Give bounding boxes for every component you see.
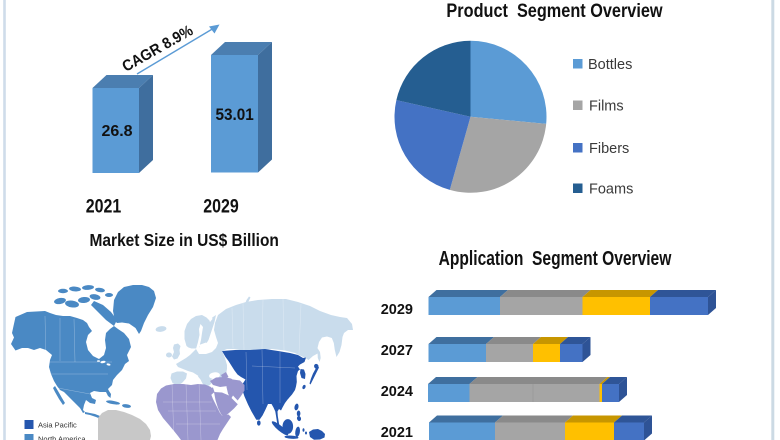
svg-text:Asia Pacific: Asia Pacific	[38, 421, 77, 430]
svg-text:Bottles: Bottles	[588, 57, 632, 73]
svg-text:2021: 2021	[86, 195, 122, 217]
svg-text:2027: 2027	[381, 343, 413, 359]
svg-text:26.8: 26.8	[101, 123, 132, 140]
svg-text:Foams: Foams	[589, 182, 633, 198]
svg-text:2029: 2029	[381, 302, 413, 318]
svg-text:Films: Films	[589, 99, 624, 115]
svg-text:CAGR 8.9%: CAGR 8.9%	[120, 23, 196, 76]
svg-text:North America: North America	[38, 435, 86, 440]
svg-text:53.01: 53.01	[215, 105, 253, 124]
svg-text:Fibers: Fibers	[589, 141, 629, 157]
svg-text:2021: 2021	[381, 425, 413, 440]
svg-text:Application Segment Overview: Application Segment Overview	[439, 247, 672, 270]
svg-text:2029: 2029	[203, 195, 239, 217]
svg-text:Product Segment Overview: Product Segment Overview	[446, 0, 662, 21]
svg-text:2024: 2024	[381, 384, 413, 400]
svg-text:Market Size in US$ Billion: Market Size in US$ Billion	[90, 230, 279, 250]
